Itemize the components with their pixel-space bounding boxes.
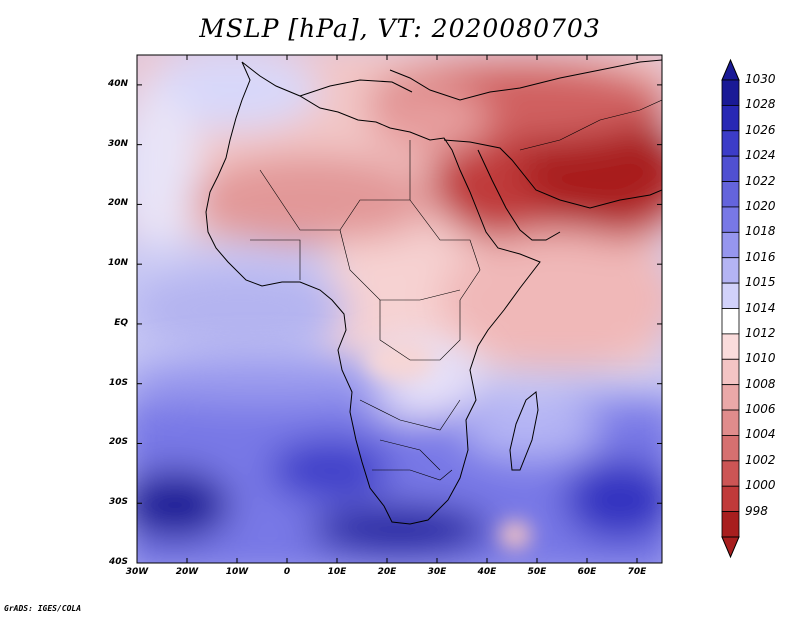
colorbar-segment (721, 130, 740, 157)
colorbar-segment (721, 282, 740, 309)
colorbar-segment (721, 384, 740, 411)
colorbar-segment (721, 308, 740, 335)
lon-tick-label: 10W (225, 567, 249, 577)
country-borders (250, 99, 662, 481)
colorbar-label: 1022 (745, 173, 776, 188)
colorbar-max-arrow (721, 58, 740, 81)
colorbar (721, 58, 740, 559)
lat-tick-label: 10S (108, 377, 128, 388)
colorbar-segment (721, 460, 740, 487)
lon-tick-label: 70E (627, 567, 647, 577)
lat-tick-label: EQ (114, 317, 128, 328)
axis-ticks (136, 55, 662, 564)
colorbar-segment (721, 358, 740, 386)
lon-tick-label: 30W (125, 567, 149, 577)
colorbar-label: 1026 (745, 122, 776, 137)
colorbar-label: 998 (745, 503, 768, 518)
colorbar-segment (721, 104, 740, 132)
lat-tick-label: 20S (108, 437, 128, 448)
map-title: MSLP [hPa], VT: 2020080703 (199, 14, 601, 43)
colorbar-label: 1028 (745, 97, 776, 112)
colorbar-label: 1010 (745, 351, 776, 366)
colorbar-segment (721, 511, 740, 538)
colorbar-label: 1016 (745, 249, 776, 264)
colorbar-segment (721, 79, 740, 106)
colorbar-segment (721, 231, 740, 259)
lat-tick-label: 40N (107, 78, 128, 89)
colorbar-label: 1008 (745, 376, 776, 391)
lon-tick-label: 60E (577, 567, 597, 577)
colorbar-label: 1004 (745, 427, 776, 442)
colorbar-label: 1024 (745, 148, 776, 163)
colorbar-segment (721, 206, 740, 233)
colorbar-label: 1020 (745, 198, 776, 213)
colorbar-segment (721, 155, 740, 182)
colorbar-label: 1014 (745, 300, 776, 315)
coastlines (205, 59, 662, 525)
pressure-field (137, 55, 662, 563)
lat-tick-label: 40S (108, 557, 128, 567)
lon-tick-label: 0 (283, 567, 291, 577)
colorbar-segment (721, 485, 740, 513)
lat-tick-label: 20N (107, 198, 128, 209)
colorbar-min-arrow (721, 536, 740, 559)
colorbar-label: 1006 (745, 402, 776, 417)
credit-label: GrADS: IGES/COLA (4, 604, 82, 613)
lat-tick-label: 10N (107, 258, 128, 269)
colorbar-label: 1018 (745, 224, 776, 239)
colorbar-segment (721, 257, 740, 284)
colorbar-label: 1015 (745, 275, 776, 290)
colorbar-label: 1030 (745, 72, 776, 86)
colorbar-segment (721, 181, 740, 208)
colorbar-label: 1012 (745, 325, 776, 340)
lon-tick-label: 20E (377, 567, 397, 577)
plot-frame (136, 54, 663, 564)
lon-tick-label: 40E (477, 567, 497, 577)
lon-tick-label: 10E (327, 567, 347, 577)
lon-tick-label: 30E (427, 567, 447, 577)
colorbar-label: 1002 (745, 452, 776, 467)
colorbar-segment (721, 435, 740, 462)
colorbar-label: 1000 (745, 478, 776, 493)
lat-tick-label: 30S (108, 497, 128, 508)
lon-tick-label: 50E (527, 567, 547, 577)
lat-tick-label: 30N (107, 138, 128, 149)
colorbar-segment (721, 333, 740, 360)
colorbar-segment (721, 409, 740, 436)
lon-tick-label: 20W (175, 567, 199, 577)
